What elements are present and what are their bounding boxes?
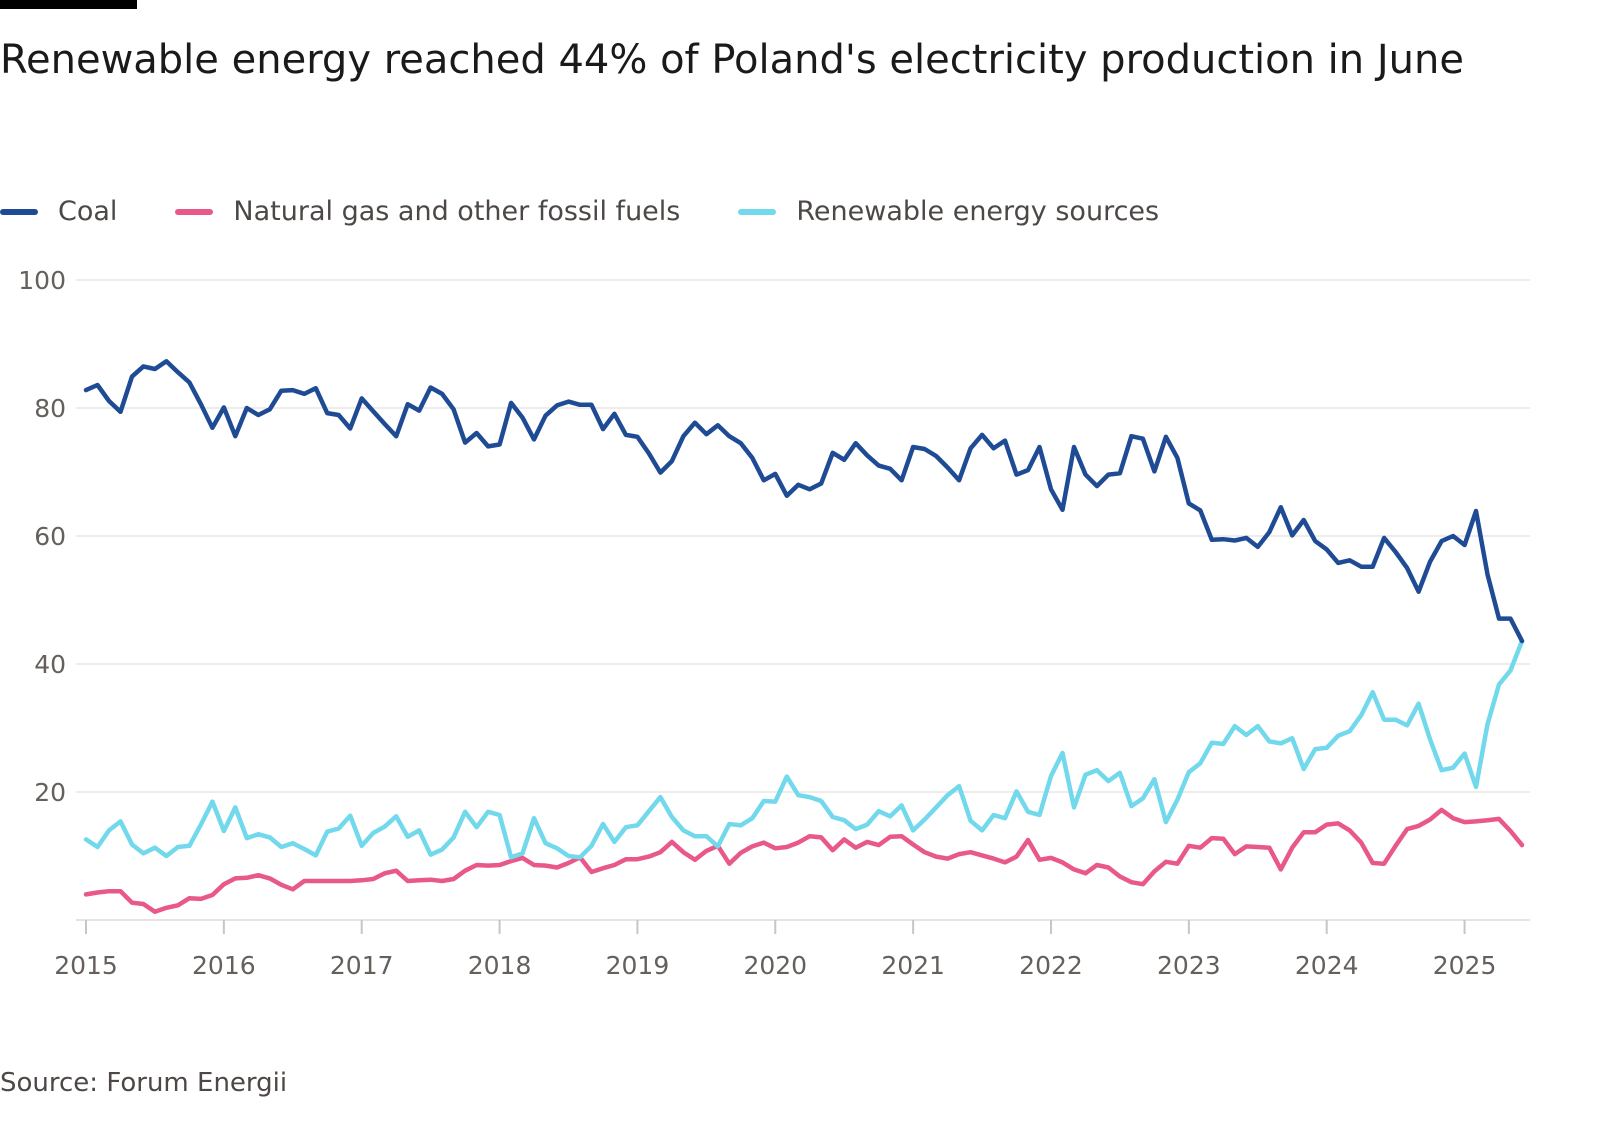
x-tick-label: 2020 xyxy=(743,951,807,980)
legend-label-gas: Natural gas and other fossil fuels xyxy=(233,196,681,227)
legend-swatch-coal xyxy=(0,208,38,215)
y-tick-label: 20 xyxy=(34,778,66,807)
line-chart: 20 40 60 80 100 2015 2016 2017 2018 2019 2020 2021… xyxy=(18,266,1530,980)
x-tick-label: 2022 xyxy=(1019,951,1083,980)
y-axis: 20 40 60 80 100 xyxy=(18,266,66,807)
legend-label-renewables: Renewable energy sources xyxy=(796,196,1160,227)
legend-item-gas: Natural gas and other fossil fuels xyxy=(175,196,680,227)
y-tick-label: 100 xyxy=(18,266,66,295)
brand-bar xyxy=(0,0,137,9)
x-tick-label: 2025 xyxy=(1433,951,1497,980)
chart-title: Renewable energy reached 44% of Poland's… xyxy=(0,37,1464,83)
x-axis: 2015 2016 2017 2018 2019 2020 2021 2022 2023 2024… xyxy=(54,920,1496,980)
x-tick-label: 2018 xyxy=(468,951,532,980)
legend-item-renewables: Renewable energy sources xyxy=(738,196,1159,227)
legend: Coal Natural gas and other fossil fuels … xyxy=(0,196,1217,227)
x-tick-label: 2016 xyxy=(192,951,256,980)
series-group xyxy=(83,359,1525,914)
y-tick-label: 40 xyxy=(34,650,66,679)
legend-swatch-renewables xyxy=(738,208,777,215)
x-tick-label: 2021 xyxy=(881,951,945,980)
x-tick-label: 2019 xyxy=(606,951,670,980)
gridlines xyxy=(76,279,1530,921)
source-note: Source: Forum Energii xyxy=(0,1068,288,1098)
legend-item-coal: Coal xyxy=(0,196,117,227)
x-tick-label: 2024 xyxy=(1295,951,1359,980)
legend-swatch-gas xyxy=(175,208,214,215)
series-line-renewables xyxy=(83,638,1525,860)
series-line-gas xyxy=(83,807,1525,914)
y-tick-label: 80 xyxy=(34,394,66,423)
x-tick-label: 2015 xyxy=(54,951,118,980)
legend-label-coal: Coal xyxy=(58,196,118,227)
series-line-coal xyxy=(83,359,1525,644)
y-tick-label: 60 xyxy=(34,522,66,551)
x-tick-label: 2023 xyxy=(1157,951,1221,980)
x-tick-label: 2017 xyxy=(330,951,394,980)
